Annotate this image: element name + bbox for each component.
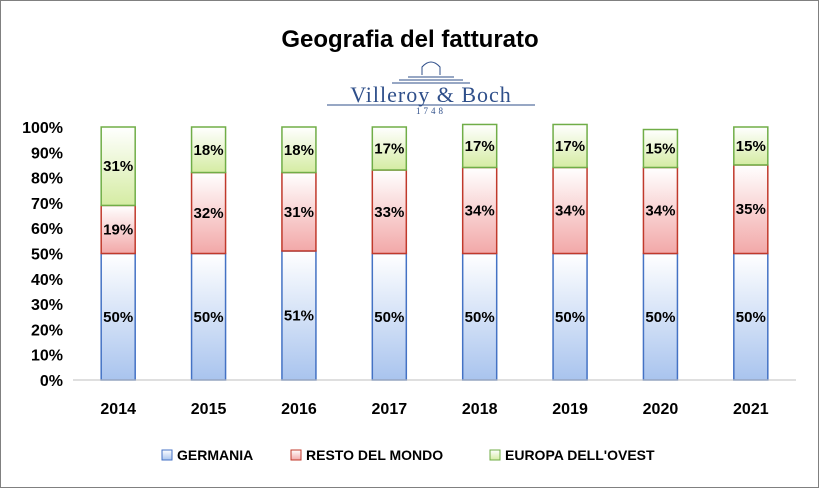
data-label: 15% [736,138,766,155]
x-tick-label: 2015 [191,401,227,418]
data-label: 50% [645,309,675,326]
data-label: 18% [284,142,314,159]
legend-label: GERMANIA [177,447,253,463]
x-tick-label: 2021 [733,401,769,418]
bar-segment [190,126,227,174]
x-tick-label: 2018 [462,401,498,418]
y-tick-label: 30% [31,297,63,314]
x-axis: 2014 2015 2016 2017 2018 2019 2020 2021 [100,401,768,418]
legend-label: EUROPA DELL'OVEST [505,447,655,463]
y-tick-label: 40% [31,272,63,289]
legend-label: RESTO DEL MONDO [306,447,443,463]
y-tick-label: 70% [31,196,63,213]
y-axis: 0% 10% 20% 30% 40% 50% 60% 70% 80% 90% 100% [22,120,63,390]
bar-segment [642,128,679,169]
data-label: 17% [374,141,404,158]
data-label: 51% [284,307,314,324]
data-label: 19% [103,221,133,238]
bar-segment [281,171,317,252]
data-label: 31% [284,204,314,221]
data-label: 50% [736,309,766,326]
x-tick-label: 2019 [552,401,588,418]
legend: GERMANIA RESTO DEL MONDO EUROPA DELL'OVEST [161,447,655,463]
data-label: 34% [465,202,495,219]
data-label: 50% [555,309,585,326]
y-tick-label: 0% [40,373,63,390]
legend-swatch [161,449,173,461]
data-label: 18% [194,142,224,159]
x-tick-label: 2014 [100,401,136,418]
bar-segment [371,169,408,255]
bar-segment [100,252,136,381]
bar-segment [642,252,679,381]
logo-year-text: 1748 [416,106,446,116]
bar-segment [552,123,588,169]
villeroy-boch-logo: Villeroy & Boch 1748 [327,61,535,116]
data-label: 17% [555,138,585,155]
x-tick-label: 2017 [372,401,408,418]
y-tick-label: 20% [31,322,63,339]
bar-segment [733,252,769,381]
bar-segment [190,252,227,381]
bar-segment [552,252,588,381]
y-tick-label: 80% [31,171,63,188]
data-label: 33% [374,204,404,221]
legend-swatch [489,449,501,461]
data-label: 34% [555,202,585,219]
bar-segment [100,126,136,207]
data-label: 31% [103,158,133,175]
y-tick-label: 100% [22,120,63,137]
x-tick-label: 2016 [281,401,317,418]
chart-title: Geografia del fatturato [281,26,538,53]
plot-area: 50% 19% 31% 50% 32% 18% 51% 31% 18% 50% 33% 17% 50% 3… [100,123,769,381]
bar-segment [461,123,498,169]
bar-segment [642,166,679,255]
bar-segment [733,126,769,166]
bar-segment [190,171,227,255]
data-label: 50% [194,309,224,326]
y-tick-label: 90% [31,145,63,162]
data-label: 17% [465,138,495,155]
data-label: 50% [374,309,404,326]
x-tick-label: 2020 [643,401,679,418]
data-label: 15% [645,141,675,158]
data-label: 50% [103,309,133,326]
data-label: 50% [465,309,495,326]
bar-segment [281,126,317,174]
bar-segment [371,126,408,171]
data-label: 34% [645,202,675,219]
y-tick-label: 60% [31,221,63,238]
data-label: 35% [736,201,766,218]
data-label: 32% [194,205,224,222]
y-tick-label: 10% [31,348,63,365]
bar-segment [281,250,317,381]
y-tick-label: 50% [31,247,63,264]
legend-swatch [290,449,302,461]
logo-brand-text: Villeroy & Boch [350,82,512,107]
bar-segment [100,204,136,255]
